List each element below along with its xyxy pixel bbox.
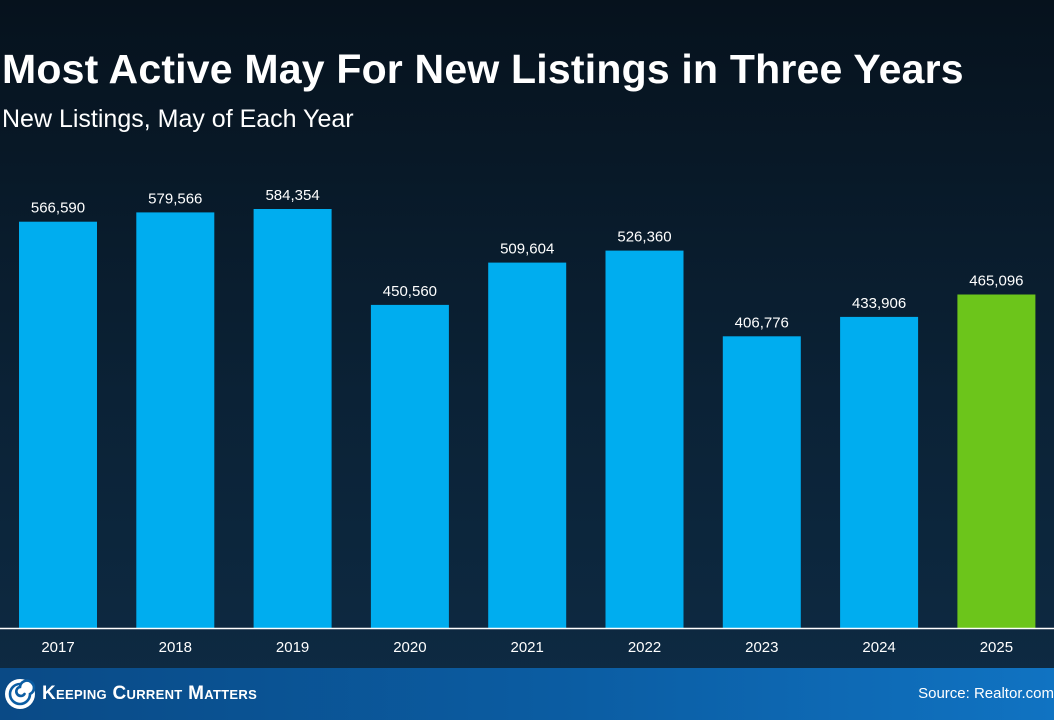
bar-chart: 566,590 2017 579,566 2018 584,354 2019 450,560…: [19, 187, 1036, 656]
data-label-2022: 526,360: [617, 229, 671, 246]
bar-2024: [840, 316, 919, 628]
chart-title: Most Active May For New Listings in Thre…: [2, 46, 964, 92]
data-label-2023: 406,776: [735, 314, 789, 331]
source-note: Source: Realtor.com: [918, 685, 1054, 702]
x-tick-label-2022: 2022: [628, 639, 661, 656]
bar-2022: [605, 250, 684, 628]
bar-2017: [19, 221, 97, 628]
bar-2020: [370, 304, 449, 628]
footer-bar: Keeping Current Matters Source: Realtor.…: [0, 668, 1054, 720]
chart-subtitle: New Listings, May of Each Year: [2, 105, 354, 133]
brand-logo: Keeping Current Matters: [4, 678, 257, 710]
bar-2018: [136, 212, 215, 628]
x-tick-label-2024: 2024: [862, 639, 895, 656]
bar-2023: [722, 336, 801, 628]
bar-2025: [957, 294, 1036, 628]
bar-2019: [253, 209, 332, 628]
data-label-2024: 433,906: [852, 295, 906, 312]
x-tick-label-2020: 2020: [393, 639, 426, 656]
brand-name: Keeping Current Matters: [42, 683, 258, 704]
data-label-2018: 579,566: [148, 190, 202, 207]
x-tick-label-2025: 2025: [980, 639, 1013, 656]
x-tick-label-2019: 2019: [276, 639, 309, 656]
x-tick-label-2017: 2017: [41, 639, 74, 656]
x-tick-label-2021: 2021: [511, 639, 544, 656]
x-tick-label-2023: 2023: [745, 639, 778, 656]
data-label-2025: 465,096: [969, 273, 1023, 290]
data-label-2019: 584,354: [265, 187, 319, 204]
x-tick-label-2018: 2018: [159, 639, 192, 656]
data-label-2021: 509,604: [500, 241, 554, 258]
kcm-swirl-icon: [5, 679, 36, 709]
bar-2021: [488, 262, 567, 628]
data-label-2020: 450,560: [383, 283, 437, 300]
data-label-2017: 566,590: [31, 200, 85, 217]
